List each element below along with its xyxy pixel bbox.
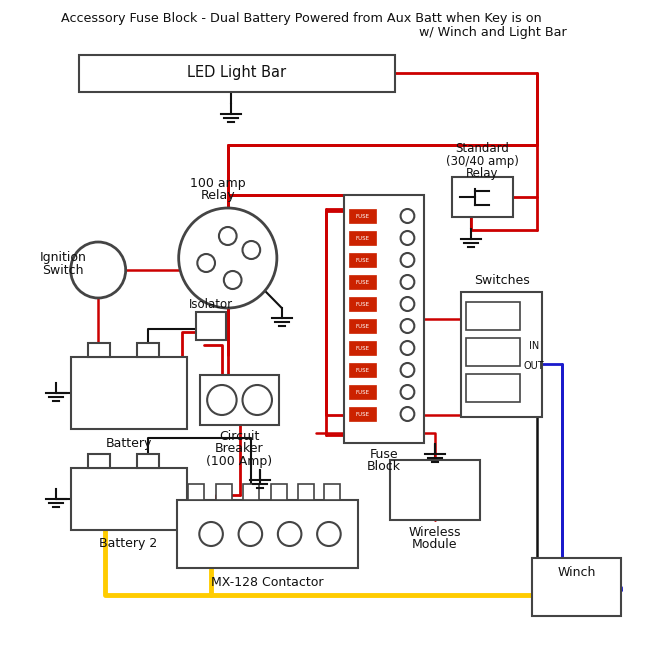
Text: FUSE: FUSE — [356, 280, 369, 285]
Bar — [390, 460, 480, 520]
Text: 100 amp: 100 amp — [190, 177, 246, 190]
Circle shape — [400, 297, 414, 311]
Text: FUSE: FUSE — [356, 257, 369, 263]
Circle shape — [278, 522, 302, 546]
Bar — [216, 484, 231, 500]
Text: (30/40 amp): (30/40 amp) — [446, 155, 519, 168]
Circle shape — [200, 522, 223, 546]
Bar — [188, 484, 204, 500]
Bar — [462, 292, 542, 417]
Bar — [348, 363, 376, 377]
Text: OUT: OUT — [524, 361, 545, 371]
Bar — [348, 385, 376, 399]
Text: w/ Winch and Light Bar: w/ Winch and Light Bar — [419, 26, 567, 39]
Text: Isolator: Isolator — [189, 298, 233, 311]
Circle shape — [71, 242, 125, 298]
Text: (100 Amp): (100 Amp) — [207, 454, 272, 467]
Text: Battery 2: Battery 2 — [99, 538, 158, 551]
Bar — [271, 484, 287, 500]
Text: Circuit: Circuit — [219, 430, 260, 443]
Text: FUSE: FUSE — [356, 324, 369, 328]
Text: Standard: Standard — [455, 142, 509, 155]
Text: FUSE: FUSE — [356, 367, 369, 372]
Bar — [348, 253, 376, 267]
Circle shape — [400, 407, 414, 421]
Circle shape — [400, 209, 414, 223]
Circle shape — [207, 385, 237, 415]
Text: FUSE: FUSE — [356, 411, 369, 417]
Text: FUSE: FUSE — [356, 235, 369, 240]
Circle shape — [400, 253, 414, 267]
Text: LED Light Bar: LED Light Bar — [187, 66, 286, 81]
Circle shape — [198, 254, 215, 272]
Text: Fuse: Fuse — [370, 448, 398, 461]
Text: Relay: Relay — [466, 166, 499, 179]
Bar — [452, 177, 513, 217]
Bar — [348, 209, 376, 223]
Circle shape — [219, 227, 237, 245]
Text: Wireless: Wireless — [409, 525, 462, 538]
Bar — [244, 484, 259, 500]
Bar — [196, 312, 226, 340]
Bar — [467, 338, 521, 366]
Text: Accessory Fuse Block - Dual Battery Powered from Aux Batt when Key is on: Accessory Fuse Block - Dual Battery Powe… — [61, 12, 542, 25]
Text: FUSE: FUSE — [356, 213, 369, 218]
Text: FUSE: FUSE — [356, 389, 369, 395]
Bar — [200, 375, 279, 425]
Circle shape — [179, 208, 277, 308]
Circle shape — [242, 241, 260, 259]
Text: Switches: Switches — [474, 274, 530, 287]
Circle shape — [400, 275, 414, 289]
Bar — [324, 484, 340, 500]
Text: Breaker: Breaker — [215, 443, 264, 456]
Text: Winch: Winch — [557, 566, 595, 578]
Text: Block: Block — [367, 460, 401, 473]
Bar — [467, 302, 521, 330]
Text: Switch: Switch — [42, 263, 84, 276]
Bar — [177, 500, 358, 568]
Circle shape — [400, 363, 414, 377]
Text: Module: Module — [412, 538, 458, 551]
Bar — [71, 468, 187, 530]
Bar — [137, 343, 159, 357]
Bar — [348, 297, 376, 311]
Text: IN: IN — [529, 341, 539, 351]
Text: Ignition: Ignition — [40, 252, 86, 265]
Circle shape — [239, 522, 262, 546]
Text: Battery: Battery — [105, 437, 152, 450]
Circle shape — [317, 522, 341, 546]
Text: FUSE: FUSE — [356, 302, 369, 307]
Bar — [71, 357, 187, 429]
Text: FUSE: FUSE — [356, 346, 369, 350]
Text: MX-128 Contactor: MX-128 Contactor — [211, 575, 323, 588]
Bar — [348, 341, 376, 355]
Circle shape — [242, 385, 272, 415]
Circle shape — [400, 385, 414, 399]
Bar — [348, 231, 376, 245]
Bar — [79, 55, 395, 92]
Bar — [88, 343, 110, 357]
Bar — [348, 275, 376, 289]
Bar — [88, 454, 110, 468]
Bar — [348, 407, 376, 421]
Bar — [298, 484, 314, 500]
Circle shape — [400, 231, 414, 245]
Bar — [532, 558, 621, 616]
Circle shape — [224, 271, 242, 289]
Bar — [348, 319, 376, 333]
Circle shape — [400, 319, 414, 333]
Circle shape — [400, 341, 414, 355]
Bar — [344, 195, 424, 443]
Text: Relay: Relay — [201, 188, 235, 202]
Bar — [467, 374, 521, 402]
Bar — [137, 454, 159, 468]
